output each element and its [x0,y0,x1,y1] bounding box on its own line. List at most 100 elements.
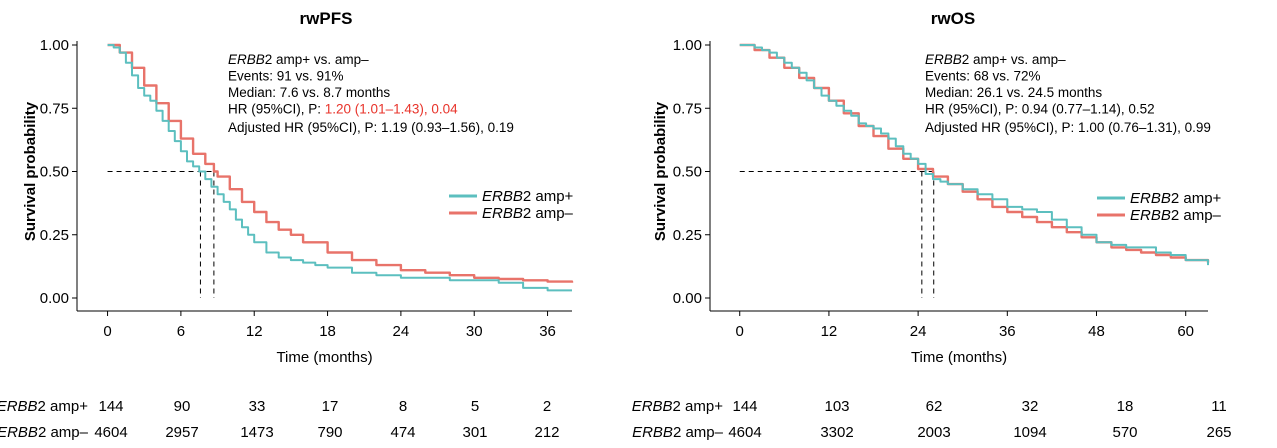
rwpfs-risk-cell: 2957 [165,424,198,441]
rwpfs-y-tick-label: 0.25 [40,227,69,244]
rwos-y-tick-label: 1.00 [673,37,702,54]
rwos-annotation-adjusted: Adjusted HR (95%CI), P: 1.00 (0.76–1.31)… [925,120,1211,135]
rwos-y-axis-label: Survival probability [652,101,669,241]
rwpfs-annotation-hr-prefix: HR (95%CI), P: [228,102,325,117]
rwpfs-risk-cell: 144 [98,398,123,415]
rwpfs-x-axis-label: Time (months) [276,349,372,366]
rwpfs-risk-row-label: ERBB2 amp– [0,424,89,441]
rwpfs-x-tick-label: 24 [393,323,410,340]
rwos-x-tick-label: 48 [1088,323,1105,340]
rwos-risk-row-label: ERBB2 amp+ [632,398,724,415]
rwos-risk-cell: 103 [824,398,849,415]
rwpfs-risk-row-label-italic: ERBB [0,398,38,415]
rwos-legend-label-italic: ERBB [1130,207,1171,224]
rwpfs-y-tick-label: 0.50 [40,164,69,181]
rwos-risk-cell: 32 [1022,398,1039,415]
rwpfs-legend-label-rest: 2 amp+ [523,188,574,205]
rwpfs-annotation-hr: HR (95%CI), P: 1.20 (1.01–1.43), 0.04 [228,102,458,117]
rwos-x-tick-label: 24 [910,323,927,340]
rwos-legend-label-italic: ERBB [1130,190,1171,207]
rwpfs-legend-label-italic: ERBB [482,188,523,205]
rwpfs-annotation-adjusted: Adjusted HR (95%CI), P: 1.19 (0.93–1.56)… [228,120,514,135]
rwos-y-tick-label: 0.00 [673,290,702,307]
rwos-annotation-italic: ERBB [925,52,962,67]
rwos-x-tick-label: 0 [736,323,744,340]
rwpfs-annotation-median: Median: 7.6 vs. 8.7 months [228,85,390,100]
rwpfs-annotation-events: Events: 91 vs. 91% [228,69,344,84]
rwpfs-x-tick-label: 12 [246,323,263,340]
rwos-risk-cell: 11 [1211,398,1227,415]
rwpfs-y-axis-label: Survival probability [22,101,39,241]
rwos-risk-row-label-rest: 2 amp+ [673,398,724,415]
rwos-legend-label-rest: 2 amp– [1171,207,1222,224]
rwos-legend-label-rest: 2 amp+ [1171,190,1222,207]
rwpfs-risk-cell: 17 [322,398,339,415]
rwpfs-risk-row-label-rest: 2 amp– [38,424,89,441]
rwpfs-panel: rwPFS 0.00 0.25 0.50 0.75 1.00 0 6 12 18 24 30 36 Tim… [0,9,574,441]
rwpfs-x-tick-label: 6 [177,323,185,340]
rwpfs-risk-cell: 474 [390,424,415,441]
rwpfs-x-tick-label: 18 [319,323,336,340]
rwos-risk-cell: 3302 [820,424,853,441]
rwos-y-tick-label: 0.25 [673,227,702,244]
rwpfs-curve-amp-pos [107,44,572,292]
rwos-risk-row-label: ERBB2 amp– [632,424,724,441]
rwpfs-legend-label-rest: 2 amp– [523,205,574,222]
rwos-annotation-rest: 2 amp+ vs. amp– [962,52,1066,67]
rwos-risk-cell: 570 [1112,424,1137,441]
rwpfs-risk-row-label: ERBB2 amp+ [0,398,88,415]
rwos-annotation-hr: HR (95%CI), P: 0.94 (0.77–1.14), 0.52 [925,102,1155,117]
rwos-risk-cell: 1094 [1013,424,1046,441]
rwpfs-risk-cell: 8 [399,398,407,415]
rwpfs-risk-cell: 5 [471,398,479,415]
rwos-risk-row-label-rest: 2 amp– [673,424,724,441]
rwpfs-annotation-italic: ERBB [228,52,265,67]
rwos-y-tick-label: 0.50 [673,164,702,181]
rwpfs-y-tick-label: 0.00 [40,290,69,307]
rwos-annotation-hr-value: 0.94 (0.77–1.14), 0.52 [1022,102,1155,117]
rwos-annotation-heading: ERBB2 amp+ vs. amp– [925,52,1066,67]
rwpfs-risk-row-label-rest: 2 amp+ [38,398,89,415]
rwos-annotation-events: Events: 68 vs. 72% [925,69,1041,84]
rwos-x-axis-label: Time (months) [911,349,1007,366]
rwos-x-tick-label: 12 [821,323,838,340]
rwpfs-risk-cell: 2 [543,398,551,415]
rwos-y-tick-label: 0.75 [673,100,702,117]
rwpfs-legend-label-italic: ERBB [482,205,523,222]
rwos-x-tick-label: 60 [1177,323,1194,340]
rwos-annotation-median: Median: 26.1 vs. 24.5 months [925,85,1102,100]
rwos-risk-cell: 2003 [917,424,950,441]
rwos-curve-amp-pos [739,44,1209,266]
rwos-x-tick-label: 36 [999,323,1016,340]
rwpfs-title: rwPFS [300,9,353,28]
rwos-title: rwOS [931,9,975,28]
rwos-risk-row-label-italic: ERBB [632,398,673,415]
rwos-risk-row-label-italic: ERBB [632,424,673,441]
rwos-risk-cell: 18 [1117,398,1134,415]
rwos-panel: rwOS 0.00 0.25 0.50 0.75 1.00 0 12 24 36 48 60 Time … [632,9,1232,441]
rwpfs-risk-cell: 33 [249,398,266,415]
rwos-risk-cell: 144 [732,398,757,415]
rwpfs-risk-cell: 790 [317,424,342,441]
rwos-risk-cell: 265 [1206,424,1231,441]
rwpfs-x-tick-label: 36 [539,323,556,340]
rwpfs-x-tick-label: 30 [466,323,483,340]
rwos-risk-cell: 4604 [728,424,761,441]
rwpfs-x-tick-label: 0 [103,323,111,340]
rwpfs-annotation-rest: 2 amp+ vs. amp– [265,52,369,67]
rwpfs-legend-label: ERBB2 amp+ [482,188,574,205]
rwos-risk-cell: 62 [926,398,943,415]
rwpfs-risk-cell: 1473 [240,424,273,441]
rwos-legend-label: ERBB2 amp+ [1130,190,1222,207]
rwpfs-curve-amp-neg [107,43,574,283]
rwpfs-legend-label: ERBB2 amp– [482,205,574,222]
rwpfs-annotation-heading: ERBB2 amp+ vs. amp– [228,52,369,67]
rwpfs-annotation-hr-value: 1.20 (1.01–1.43), 0.04 [325,102,458,117]
rwpfs-y-tick-label: 0.75 [40,100,69,117]
rwpfs-risk-cell: 212 [534,424,559,441]
rwpfs-risk-cell: 90 [174,398,191,415]
rwpfs-y-tick-label: 1.00 [40,37,69,54]
rwpfs-risk-row-label-italic: ERBB [0,424,38,441]
rwos-legend-label: ERBB2 amp– [1130,207,1222,224]
